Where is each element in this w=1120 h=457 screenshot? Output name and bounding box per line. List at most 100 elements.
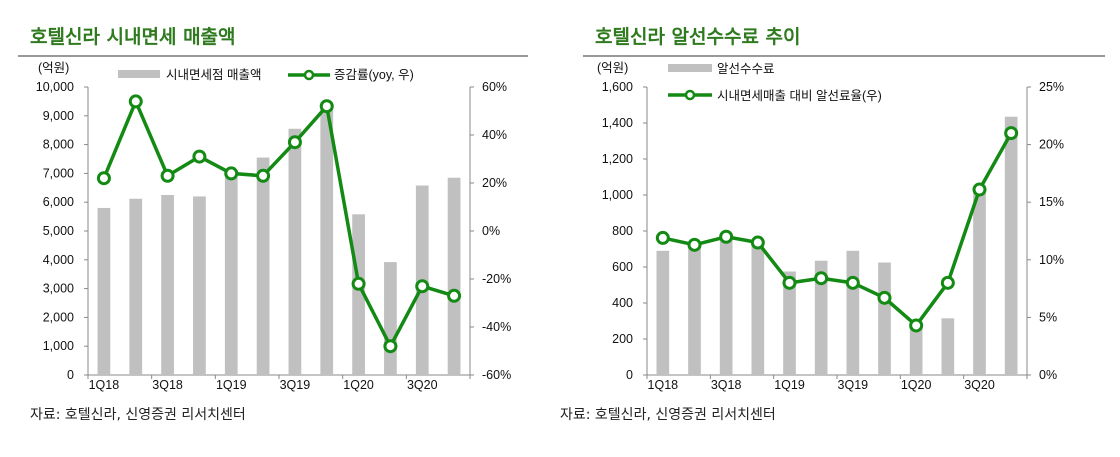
c1-ytick-right-label: 25% — [1039, 80, 1064, 94]
c1-xtick-label: 1Q19 — [774, 378, 805, 392]
c1-point-3Q18 — [719, 229, 734, 244]
c1-legend-bar-label: 알선수수료 — [717, 62, 775, 76]
c0-ytick-right-label: 20% — [482, 176, 507, 190]
c0-legend-bar-label: 시내면세점 매출액 — [166, 68, 261, 82]
c0-xtick-label: 1Q20 — [343, 378, 374, 392]
c1-ytick-left-label: 1,600 — [602, 80, 633, 94]
c0-ytick-left-label: 6,000 — [43, 195, 74, 209]
c1-bar-2Q20 — [941, 318, 955, 375]
c0-point-2Q19 — [256, 168, 271, 183]
title-rule-left — [18, 55, 528, 57]
c1-point-2Q20 — [940, 275, 955, 290]
c1-point-1Q20 — [909, 318, 924, 333]
c1-ytick-left-label: 1,000 — [602, 188, 633, 202]
c0-ytick-right-label: -60% — [482, 368, 511, 382]
c1-point-3Q19 — [845, 275, 860, 290]
c1-point-4Q20 — [1004, 126, 1019, 141]
c1-point-2Q19 — [814, 271, 829, 286]
c1-legend-line-label: 시내면세매출 대비 알선료율(우) — [717, 89, 882, 103]
c0-legend-bar-swatch — [118, 70, 160, 78]
c1-bar-1Q18 — [656, 250, 670, 375]
c0-bar-4Q18 — [193, 196, 206, 375]
c0-point-3Q20 — [415, 279, 430, 294]
c0-point-2Q20 — [383, 339, 398, 354]
c0-point-1Q20 — [351, 276, 366, 291]
c1-ytick-left-label: 1,400 — [602, 116, 633, 130]
c1-bar-3Q18 — [719, 238, 733, 375]
c0-ytick-left-label: 0 — [67, 368, 74, 382]
c0-point-1Q19 — [224, 166, 239, 181]
c0-ytick-left-label: 7,000 — [43, 166, 74, 180]
c0-ytick-right-label: 0% — [482, 224, 500, 238]
c1-ytick-right-label: 20% — [1039, 138, 1064, 152]
c1-ytick-left-label: 400 — [612, 296, 633, 310]
c1-ytick-left-label: 600 — [612, 260, 633, 274]
c1-point-4Q19 — [877, 290, 892, 305]
c1-ytick-right-label: 15% — [1039, 195, 1064, 209]
c0-ytick-left-label: 8,000 — [43, 138, 74, 152]
c1-bar-2Q18 — [688, 245, 701, 375]
c1-bar-4Q18 — [751, 243, 765, 375]
c0-xtick-label: 1Q19 — [216, 378, 247, 392]
c1-point-3Q20 — [972, 182, 987, 197]
c1-legend-bar-swatch — [668, 64, 712, 72]
c1-line-series — [662, 132, 1013, 328]
c0-point-2Q18 — [128, 94, 143, 109]
c1-point-1Q18 — [655, 230, 670, 245]
c0-point-4Q19 — [319, 99, 334, 114]
c0-point-3Q18 — [160, 168, 175, 183]
c1-xtick-label: 1Q20 — [901, 378, 932, 392]
c0-ytick-right-label: -20% — [482, 272, 511, 286]
c1-point-1Q19 — [782, 275, 797, 290]
c0-bar-2Q20 — [384, 262, 397, 375]
c1-bar-4Q19 — [878, 262, 891, 375]
c0-bar-2Q18 — [129, 198, 143, 375]
c0-point-1Q18 — [96, 171, 111, 186]
c0-point-3Q19 — [287, 135, 302, 150]
c1-point-4Q18 — [750, 235, 765, 250]
c1-ytick-left-label: 1,200 — [602, 152, 633, 166]
c0-ytick-left-label: 10,000 — [36, 80, 74, 94]
c0-legend-line-label: 증감률(yoy, 우) — [334, 68, 414, 82]
c1-bar-1Q19 — [783, 271, 796, 375]
c0-bar-1Q18 — [97, 207, 111, 375]
c0-line-series — [102, 99, 455, 348]
c0-xtick-label: 3Q18 — [152, 378, 183, 392]
c0-bar-1Q20 — [352, 214, 365, 375]
c1-point-2Q18 — [687, 237, 702, 252]
c0-bar-4Q19 — [320, 108, 334, 375]
title-rule-right — [583, 55, 1105, 57]
c1-xtick-label: 3Q19 — [838, 378, 869, 392]
c0-bar-4Q20 — [447, 177, 461, 375]
c1-ytick-left-label: 200 — [612, 332, 633, 346]
c1-bar-2Q19 — [814, 260, 828, 375]
c1-ytick-right-label: 5% — [1039, 310, 1057, 324]
c1-bar-4Q20 — [1004, 116, 1018, 375]
c1-ytick-left-label: 800 — [612, 224, 633, 238]
c1-legend-line-marker — [684, 89, 696, 101]
c0-ytick-left-label: 2,000 — [43, 310, 74, 324]
source-left: 자료: 호텔신라, 신영증권 리서치센터 — [30, 407, 246, 423]
c0-ytick-left-label: 9,000 — [43, 109, 74, 123]
c0-ytick-right-label: -40% — [482, 320, 511, 334]
c0-ytick-left-label: 1,000 — [43, 339, 74, 353]
source-right: 자료: 호텔신라, 신영증권 리서치센터 — [560, 407, 776, 423]
c0-bar-1Q19 — [224, 173, 238, 375]
chart-title-left: 호텔신라 시내면세 매출액 — [30, 26, 236, 48]
c0-xtick-label: 3Q20 — [407, 378, 438, 392]
c0-xtick-label: 1Q18 — [89, 378, 120, 392]
c0-point-4Q20 — [447, 288, 462, 303]
c0-bar-2Q19 — [256, 157, 270, 375]
c0-bar-3Q18 — [161, 195, 174, 375]
c1-xtick-label: 3Q18 — [711, 378, 742, 392]
c0-xtick-label: 3Q19 — [280, 378, 311, 392]
c1-bar-1Q20 — [909, 328, 923, 375]
c0-point-4Q18 — [192, 149, 207, 164]
c1-ytick-right-label: 10% — [1039, 253, 1064, 267]
c1-bar-3Q20 — [973, 186, 986, 375]
c1-ytick-left-label: 0 — [626, 368, 633, 382]
c1-ytick-right-label: 0% — [1039, 368, 1057, 382]
c0-ytick-right-label: 60% — [482, 80, 507, 94]
chart-title-right: 호텔신라 알선수수료 추이 — [595, 26, 801, 48]
